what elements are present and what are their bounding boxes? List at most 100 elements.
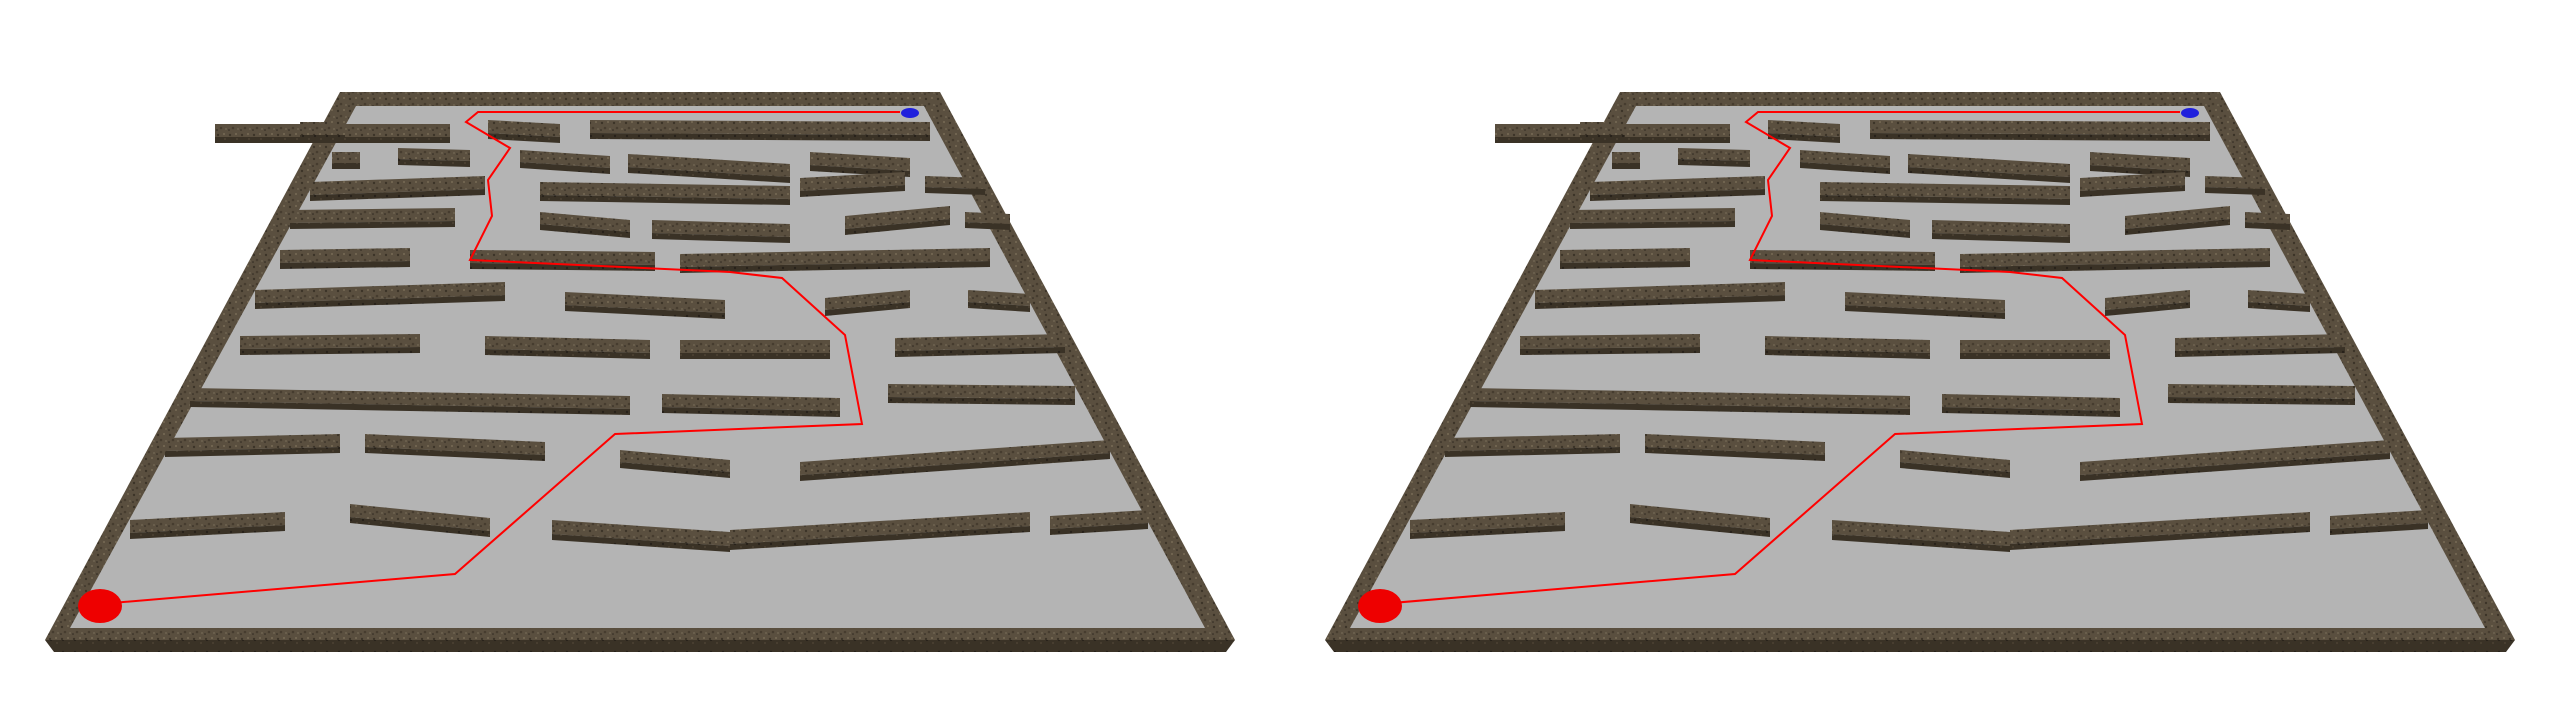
maze-wall (2090, 152, 2190, 171)
maze-wall (810, 152, 910, 171)
maze-wall (165, 434, 340, 451)
maze-wall-side (280, 261, 410, 269)
maze-floor (1350, 106, 2485, 628)
maze-frame-edge (45, 640, 1235, 652)
maze-wall (925, 176, 985, 189)
maze-wall (130, 512, 285, 533)
maze-wall-side (888, 397, 1075, 405)
maze-wall-side (1630, 517, 1770, 537)
maze-wall (965, 212, 1010, 224)
maze-wall (968, 290, 1030, 306)
maze-wall-side (1612, 163, 1640, 169)
maze-wall (2010, 512, 2310, 544)
maze-wall (590, 120, 930, 135)
maze-wall-side (2330, 523, 2428, 535)
solution-path (99, 111, 900, 605)
maze-wall (680, 248, 990, 267)
maze-wall (1520, 334, 1700, 349)
maze-wall (680, 340, 830, 353)
maze-wall-side (2080, 185, 2185, 197)
maze-wall (2175, 334, 2345, 351)
maze-wall-side (730, 526, 1030, 550)
maze-wall (1820, 182, 2070, 199)
maze-wall-side (1678, 159, 1750, 167)
maze-wall-side (398, 159, 470, 167)
maze-wall-side (300, 135, 345, 141)
maze-wall-side (680, 353, 830, 359)
maze-wall (2245, 212, 2290, 224)
maze-wall-side (800, 453, 1110, 481)
maze-wall-side (2245, 222, 2290, 230)
maze-wall (485, 336, 650, 353)
maze-wall (895, 334, 1065, 351)
maze-wall (540, 212, 630, 232)
maze-wall (1410, 512, 1565, 533)
maze-wall (1470, 388, 1910, 409)
maze-wall-side (290, 221, 455, 229)
maze-wall (628, 154, 790, 177)
maze-wall-side (628, 167, 790, 183)
maze-wall (1590, 176, 1765, 195)
maze-wall (2105, 290, 2190, 310)
maze-wall-side (1820, 224, 1910, 238)
maze-wall-side (1832, 534, 2010, 552)
maze-wall (1900, 450, 2010, 472)
maze-wall (730, 512, 1030, 544)
maze-wall (1870, 120, 2210, 135)
maze-wall-side (800, 185, 905, 197)
maze-wall (845, 206, 950, 229)
maze-wall (280, 248, 410, 263)
maze-wall (652, 220, 790, 237)
maze-frame-edge (1325, 640, 2515, 652)
maze-wall-side (1535, 295, 1785, 309)
maze-wall (1445, 434, 1620, 451)
maze-wall-side (1645, 447, 1825, 461)
maze-wall (1630, 504, 1770, 531)
maze-wall (1932, 220, 2070, 237)
maze-wall-side (2080, 453, 2390, 481)
maze-wall-side (365, 447, 545, 461)
maze-wall (1535, 282, 1785, 303)
maze-wall (350, 504, 490, 531)
maze-floor (70, 106, 1205, 628)
maze-wall (2168, 384, 2355, 399)
maze-wall-side (2125, 219, 2230, 235)
maze-wall-side (240, 347, 420, 355)
maze-wall-side (1908, 167, 2070, 183)
maze-wall (540, 182, 790, 199)
maze-wall (365, 434, 545, 455)
maze-wall (2080, 172, 2185, 191)
maze-wall-side (552, 534, 730, 552)
maze-wall-side (2175, 347, 2345, 357)
maze-wall-side (1900, 462, 2010, 478)
maze-wall (300, 122, 345, 135)
maze-wall-side (1932, 233, 2070, 243)
maze-wall-side (565, 305, 725, 319)
maze-wall (332, 152, 360, 163)
maze-wall (1845, 292, 2005, 313)
maze-wall (1960, 340, 2110, 353)
maze-wall-side (2010, 526, 2310, 550)
maze-wall-side (925, 187, 985, 195)
maze-wall (1580, 122, 1625, 135)
maze-wall-side (680, 261, 990, 273)
maze-wall-side (620, 462, 730, 478)
maze-wall-side (540, 195, 790, 205)
maze-wall-side (662, 407, 840, 417)
maze-wall (1612, 152, 1640, 163)
maze-wall-side (845, 219, 950, 235)
maze-wall-side (190, 401, 630, 415)
maze-wall-side (895, 347, 1065, 357)
maze-wall-side (1445, 447, 1620, 457)
maze-wall-side (825, 302, 910, 316)
goal-marker (2181, 108, 2199, 118)
maze-wall-side (1570, 221, 1735, 229)
maze-wall (800, 440, 1110, 475)
maze-wall (310, 176, 485, 195)
maze-wall (800, 172, 905, 191)
maze-wall (662, 394, 840, 411)
maze-wall-side (130, 525, 285, 539)
maze-wall-side (1765, 349, 1930, 359)
maze-wall-side (2168, 397, 2355, 405)
maze-wall-side (255, 295, 505, 309)
